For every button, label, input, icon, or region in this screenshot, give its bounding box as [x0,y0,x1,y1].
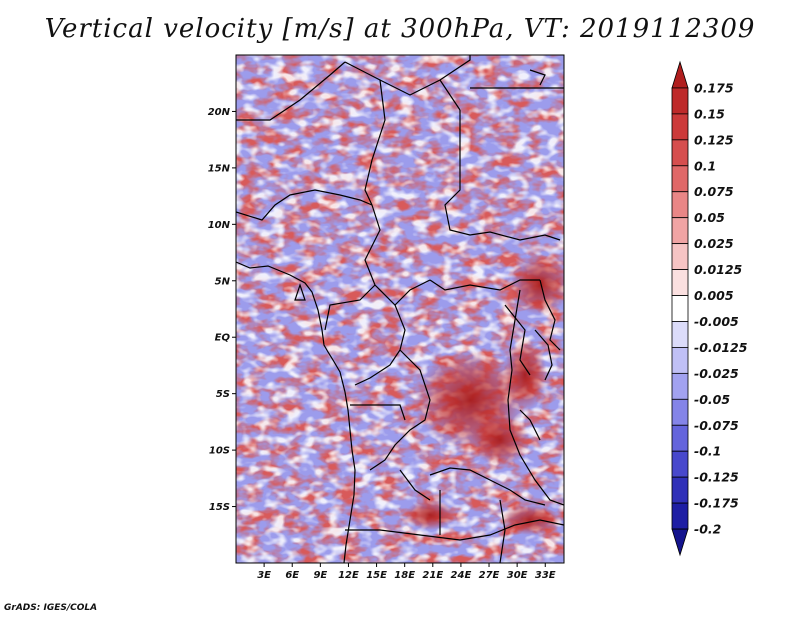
lat-tick-label: 20N [208,107,231,118]
colorbar-band [671,87,689,115]
lat-tick-label: 15N [208,163,231,174]
colorbar-label: -0.2 [694,522,721,537]
lon-tick-label: 24E [451,570,472,581]
colorbar-band [671,165,689,193]
colorbar-band [671,217,689,245]
lon-tick-label: 12E [338,570,359,581]
lon-tick-label: 33E [535,570,556,581]
colorbar-band [671,321,689,348]
latitude-ticks: 20N 15N 10N 5N EQ 5S 10S 15S [208,107,236,513]
colorbar-band [671,528,689,557]
colorbar-band [671,347,689,374]
colorbar-labels: 0.175 0.15 0.125 0.1 0.075 0.05 0.025 0.0125 0.0… [694,80,748,536]
colorbar-band [671,450,689,478]
chart-title: Vertical velocity [m/s] at 300hPa, VT: 2… [44,14,756,44]
colorbar-band [671,372,689,400]
colorbar-label: 0.1 [694,158,716,173]
colorbar [671,60,689,557]
colorbar-label: 0.075 [694,184,734,199]
lon-tick-label: 30E [507,570,528,581]
lat-tick-label: 10S [209,446,230,457]
colorbar-label: -0.005 [694,314,739,329]
colorbar-label: 0.125 [694,132,734,147]
colorbar-band [671,398,689,426]
colorbar-band [671,269,689,296]
colorbar-band [671,476,689,504]
footer-credit: GrADS: IGES/COLA [4,603,98,613]
lat-tick-label: 10N [208,220,231,231]
lon-tick-label: 6E [285,570,299,581]
colorbar-band [671,139,689,167]
colorbar-label: -0.05 [694,392,730,407]
colorbar-label: 0.0125 [694,262,743,277]
colorbar-band [671,243,689,270]
colorbar-band [671,502,689,530]
lon-tick-label: 27E [479,570,500,581]
colorbar-label: -0.025 [694,366,739,381]
lat-tick-label: 15S [209,502,230,513]
lon-tick-label: 21E [422,570,443,581]
colorbar-band [671,113,689,141]
field-shading [236,55,564,563]
country-borders [236,55,564,563]
colorbar-label: -0.0125 [694,340,748,355]
colorbar-band [671,60,689,89]
colorbar-label: 0.005 [694,288,734,303]
lat-tick-label: EQ [215,333,231,344]
colorbar-label: -0.125 [694,470,739,485]
colorbar-label: 0.05 [694,210,725,225]
colorbar-label: 0.025 [694,236,734,251]
lon-tick-label: 18E [394,570,415,581]
lat-tick-label: 5S [216,389,230,400]
lon-tick-label: 15E [366,570,387,581]
colorbar-label: -0.075 [694,418,739,433]
lon-tick-label: 3E [257,570,271,581]
colorbar-label: 0.175 [694,80,734,95]
colorbar-band [671,295,689,322]
colorbar-band [671,424,689,452]
colorbar-band [671,191,689,219]
lon-tick-label: 9E [313,570,327,581]
lat-tick-label: 5N [215,276,231,287]
colorbar-label: -0.175 [694,496,739,511]
colorbar-label: 0.15 [694,106,725,121]
colorbar-label: -0.1 [694,444,721,459]
longitude-ticks: 3E 6E 9E 12E 15E 18E 21E 24E 27E 30E 33E [257,563,556,581]
map-frame [235,54,565,564]
